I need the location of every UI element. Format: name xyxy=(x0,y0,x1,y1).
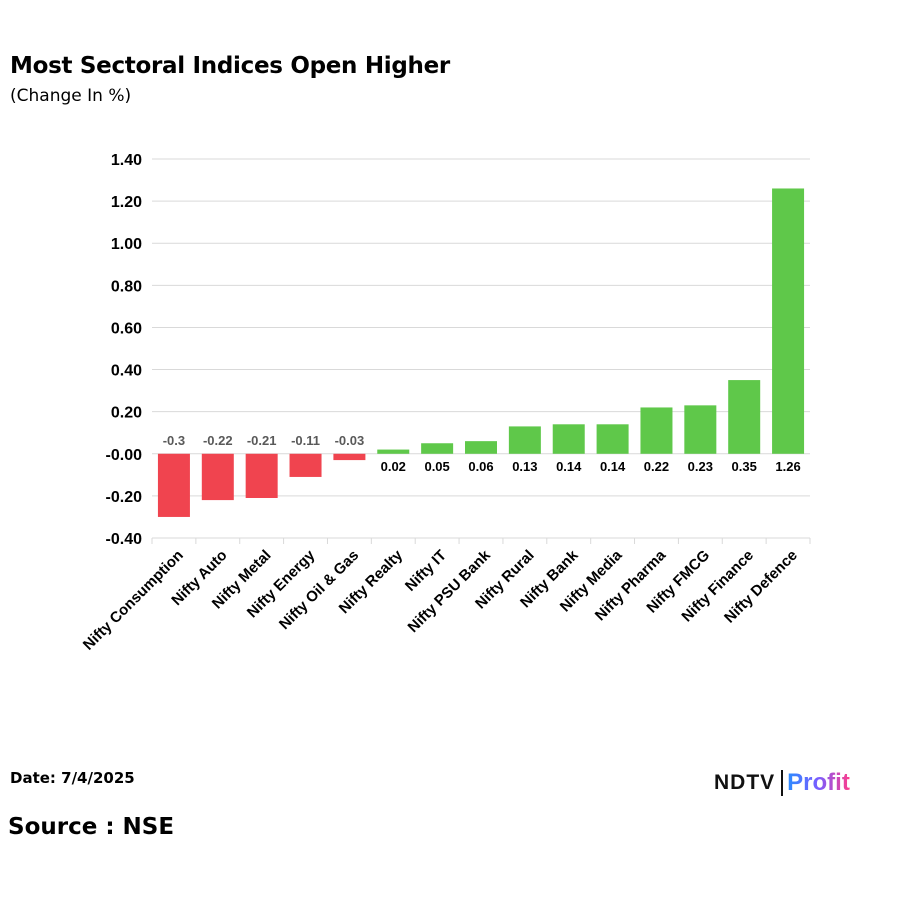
logo-profit-text: Profit xyxy=(787,769,850,796)
bar xyxy=(245,453,278,498)
data-label: 1.26 xyxy=(775,459,800,474)
bar xyxy=(596,424,629,454)
bar xyxy=(421,443,454,454)
data-label: 0.05 xyxy=(424,459,449,474)
y-tick-label: -0.40 xyxy=(106,531,143,548)
bar xyxy=(333,453,366,461)
bar xyxy=(465,441,497,454)
y-tick-label: 0.80 xyxy=(111,278,142,295)
x-tick-label: Nifty Oil & Gas xyxy=(276,547,362,633)
source-label: Source : NSE xyxy=(8,814,175,840)
chart-title: Most Sectoral Indices Open Higher xyxy=(10,53,450,79)
ndtv-profit-logo: NDTV Profit xyxy=(714,766,850,800)
bar xyxy=(289,453,322,477)
bar xyxy=(640,407,673,454)
data-label: 0.23 xyxy=(688,459,713,474)
y-tick-label: 1.40 xyxy=(111,152,142,169)
y-tick-label: 0.60 xyxy=(111,320,142,337)
data-label: 0.13 xyxy=(512,459,537,474)
y-tick-label: 1.00 xyxy=(111,236,142,253)
y-tick-label: 0.40 xyxy=(111,363,142,380)
y-tick-label: -0.00 xyxy=(106,447,143,464)
bar xyxy=(157,453,190,517)
bar xyxy=(728,380,761,454)
bars xyxy=(157,188,805,517)
bar-chart: 1.40 1.20 1.00 0.80 0.60 0.40 0.20 -0.00 -0.20 -0… xyxy=(80,152,811,654)
data-label: 0.14 xyxy=(556,459,582,474)
data-label: -0.22 xyxy=(203,433,233,448)
data-label: -0.11 xyxy=(291,433,320,448)
data-label: 0.06 xyxy=(468,459,493,474)
logo-divider xyxy=(781,770,784,796)
chart-subtitle: (Change In %) xyxy=(10,86,132,106)
bar xyxy=(684,405,717,454)
y-tick-label: 0.20 xyxy=(111,405,142,422)
data-label: 0.02 xyxy=(381,459,406,474)
y-tick-label: 1.20 xyxy=(111,194,142,211)
data-label: -0.3 xyxy=(163,433,185,448)
y-tick-label: -0.20 xyxy=(106,489,143,506)
date-label: Date: 7/4/2025 xyxy=(10,769,135,787)
data-label: 0.14 xyxy=(600,459,626,474)
data-label: 0.35 xyxy=(732,459,757,474)
data-label: -0.21 xyxy=(247,433,277,448)
logo-ndtv-text: NDTV xyxy=(714,771,776,794)
data-labels: -0.3 -0.22 -0.21 -0.11 -0.03 0.02 0.05 0.06 0.13… xyxy=(163,433,801,474)
bar xyxy=(552,424,585,454)
bar xyxy=(508,426,541,454)
bar xyxy=(377,449,410,454)
y-axis-ticks: 1.40 1.20 1.00 0.80 0.60 0.40 0.20 -0.00 -0.20 -0… xyxy=(106,152,143,548)
bar xyxy=(772,188,805,454)
data-label: 0.22 xyxy=(644,459,669,474)
bar xyxy=(201,453,234,501)
data-label: -0.03 xyxy=(335,433,365,448)
